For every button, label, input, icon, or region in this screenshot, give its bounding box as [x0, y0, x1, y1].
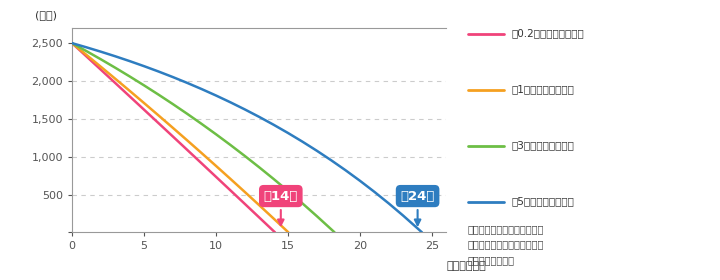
年0.2％で運用した場合 [96, 68, 105, 71]
年5％で運用した場合 [111, 55, 120, 58]
年5％で運用した場合 [284, 131, 292, 135]
Text: (万円): (万円) [35, 10, 57, 20]
Text: 終14年: 終14年 [264, 190, 298, 225]
年3％で運用した場合 [284, 189, 292, 193]
年1％で運用した場合 [284, 231, 293, 234]
年0.2％で運用した場合 [197, 162, 206, 165]
年1％で運用した場合 [111, 77, 120, 80]
年1％で運用した場合 [212, 164, 220, 168]
年1％で運用した場合 [240, 190, 249, 194]
年3％で運用した場合 [111, 66, 120, 69]
年0.2％で運用した場合 [68, 41, 76, 45]
年1％で運用した場合 [197, 151, 206, 155]
年0.2％で運用した場合 [240, 202, 249, 206]
年3％で運用した場合 [255, 165, 264, 169]
年0.2％で運用した場合 [125, 95, 134, 98]
年5％で運用した場合 [154, 70, 163, 73]
年1％で運用した場合 [82, 53, 91, 57]
年5％で運用した場合 [341, 169, 350, 172]
年3％で運用した場合 [197, 122, 206, 125]
年1％で運用した場合 [96, 65, 105, 68]
年3％で運用した場合 [269, 177, 278, 181]
年5％で運用した場合 [125, 59, 134, 63]
Text: 終24年: 終24年 [400, 190, 435, 225]
年1％で運用した場合 [68, 41, 76, 45]
年3％で運用した場合 [154, 93, 163, 96]
年5％で運用した場合 [68, 41, 76, 45]
Line: 年5％で運用した場合: 年5％で運用した場合 [72, 43, 422, 232]
年0.2％で運用した場合 [255, 216, 264, 219]
Text: 年1％で運用した場合: 年1％で運用した場合 [511, 85, 574, 95]
年5％で運用した場合 [312, 149, 321, 152]
年5％で運用した場合 [240, 108, 249, 111]
年3％で運用した場合 [82, 49, 91, 53]
年5％で運用した場合 [197, 87, 206, 91]
年0.2％で運用した場合 [269, 229, 278, 233]
年0.2％で運用した場合 [183, 148, 192, 151]
年3％で運用した場合 [140, 84, 148, 87]
年1％で運用した場合 [140, 101, 148, 105]
年1％で運用した場合 [183, 139, 192, 142]
年3％で運用した場合 [168, 102, 177, 106]
年1％で運用した場合 [154, 114, 163, 117]
年0.2％で運用した場合 [140, 108, 148, 111]
年0.2％で運用した場合 [168, 135, 177, 138]
年5％で運用した場合 [418, 231, 426, 234]
年3％で運用した場合 [327, 228, 336, 231]
年3％で運用した場合 [96, 58, 105, 61]
年0.2％で運用した場合 [111, 81, 120, 85]
年3％で運用した場合 [212, 133, 220, 136]
年1％で運用した場合 [255, 204, 264, 207]
年1％で運用した場合 [269, 217, 278, 220]
Text: 年3％で運用した場合: 年3％で運用した場合 [511, 141, 574, 151]
Line: 年0.2％で運用した場合: 年0.2％で運用した場合 [72, 43, 275, 232]
年0.2％で運用した場合 [212, 175, 220, 179]
Line: 年3％で運用した場合: 年3％で運用した場合 [72, 43, 335, 232]
年5％で運用した場合 [298, 140, 307, 143]
年0.2％で運用した場合 [226, 189, 235, 192]
年5％で運用した場合 [212, 94, 220, 97]
年5％で運用した場合 [82, 46, 91, 49]
Text: 左記年数は、固定金利で計算
したものです。税金等は考慮
しておりません。: 左記年数は、固定金利で計算 したものです。税金等は考慮 しておりません。 [468, 224, 544, 265]
年0.2％で運用した場合 [271, 231, 279, 234]
年5％で運用した場合 [255, 115, 264, 118]
年5％で運用した場合 [269, 123, 278, 127]
年5％で運用した場合 [168, 75, 177, 79]
年5％で運用した場合 [399, 214, 408, 217]
年3％で運用した場合 [125, 75, 134, 78]
年0.2％で運用した場合 [154, 121, 163, 125]
年3％で運用した場合 [298, 202, 307, 205]
年1％で運用した場合 [226, 177, 235, 181]
年5％で運用した場合 [183, 81, 192, 85]
年0.2％で運用した場合 [82, 55, 91, 58]
年1％で運用した場合 [284, 230, 292, 234]
年5％で運用した場合 [413, 227, 422, 230]
年3％で運用した場合 [312, 214, 321, 218]
Text: 年5％で運用した場合: 年5％で運用した場合 [511, 197, 574, 207]
年1％で運用した場合 [125, 89, 134, 92]
年1％で運用した場合 [168, 126, 177, 129]
年3％で運用した場合 [226, 143, 235, 147]
Text: 年0.2％で運用した場合: 年0.2％で運用した場合 [511, 29, 584, 39]
年5％で運用した場合 [327, 158, 336, 162]
年5％で運用した場合 [226, 101, 235, 104]
年5％で運用した場合 [140, 64, 148, 68]
年5％で運用した場合 [370, 190, 379, 193]
年5％で運用した場合 [96, 50, 105, 53]
年3％で運用した場合 [330, 231, 339, 234]
Text: （経過年数）: （経過年数） [446, 261, 486, 271]
年3％で運用した場合 [183, 112, 192, 116]
年5％で運用した場合 [356, 179, 364, 183]
年5％で運用した場合 [384, 202, 393, 205]
年3％で運用した場合 [240, 154, 249, 158]
年3％で運用した場合 [68, 41, 76, 45]
Line: 年1％で運用した場合: 年1％で運用した場合 [72, 43, 289, 232]
